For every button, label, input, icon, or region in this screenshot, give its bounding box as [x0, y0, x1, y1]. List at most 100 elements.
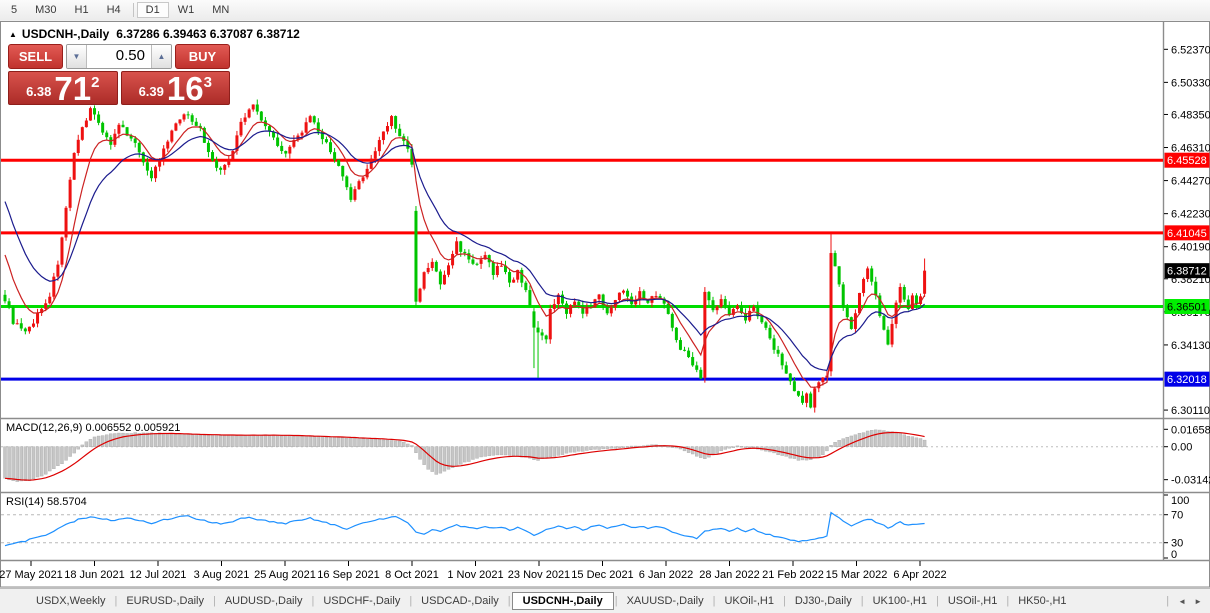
candle-body — [544, 335, 548, 340]
candle-body — [776, 349, 780, 354]
candle-body — [479, 259, 483, 264]
tab-audusd-daily[interactable]: AUDUSD-,Daily — [224, 595, 303, 607]
macd-histogram-bar — [345, 437, 349, 447]
tab-dj30-daily[interactable]: DJ30-,Daily — [794, 595, 852, 607]
macd-histogram-bar — [422, 446, 426, 465]
timeframe-button-h4[interactable]: H4 — [106, 4, 121, 16]
volume-increase-button[interactable]: ▲ — [151, 45, 171, 68]
volume-input[interactable]: 0.50 — [87, 45, 151, 68]
macd-histogram-bar — [735, 445, 740, 448]
macd-histogram-bar — [511, 446, 516, 456]
tab-usdx-weekly[interactable]: USDX,Weekly — [36, 595, 106, 607]
candle-body — [715, 306, 719, 311]
candle-body — [406, 140, 410, 149]
tab-usdcad-daily[interactable]: USDCAD-,Daily — [421, 595, 499, 607]
timeframe-button-h1[interactable]: H1 — [74, 4, 89, 16]
macd-histogram-bar — [341, 437, 345, 447]
macd-histogram-bar — [739, 446, 744, 448]
tab-xauusd-daily[interactable]: XAUUSD-,Daily — [626, 595, 704, 607]
candle-body — [394, 116, 398, 129]
candle-body — [280, 145, 284, 152]
candle-body — [784, 365, 788, 374]
candle-body — [796, 391, 800, 396]
candle-body — [288, 146, 292, 154]
tab-ukoil-h1[interactable]: UKOil-,H1 — [724, 595, 774, 607]
macd-histogram-bar — [76, 446, 80, 450]
candle-body — [882, 316, 886, 330]
macd-histogram-bar — [64, 446, 68, 461]
tab-scroll-right-icon[interactable]: ► — [1194, 596, 1202, 606]
tab-hk50-h1[interactable]: HK50-,H1 — [1018, 595, 1067, 607]
date-label: 25 Aug 2021 — [254, 569, 316, 581]
candle-body — [503, 265, 507, 273]
sell-button[interactable]: SELL — [8, 44, 63, 69]
candle-body — [434, 261, 438, 272]
candle-body — [137, 142, 141, 153]
macd-histogram-bar — [170, 433, 174, 447]
tab-uk100-h1[interactable]: UK100-,H1 — [872, 595, 927, 607]
buy-button[interactable]: BUY — [175, 44, 230, 69]
macd-histogram-bar — [402, 441, 406, 447]
macd-histogram-bar — [585, 446, 589, 451]
candle-body — [166, 141, 170, 149]
candle-body — [182, 114, 186, 120]
collapse-panel-icon[interactable]: ▲ — [9, 30, 17, 39]
macd-histogram-bar — [288, 435, 292, 447]
buy-price-point: 3 — [203, 74, 212, 91]
macd-histogram-bar — [711, 446, 715, 456]
macd-histogram-bar — [601, 446, 605, 450]
sell-price-box[interactable]: 6.38 71 2 — [8, 71, 118, 105]
macd-histogram-bar — [174, 433, 178, 447]
macd-histogram-bar — [182, 434, 186, 447]
candle-body — [849, 317, 853, 329]
macd-histogram-bar — [467, 446, 471, 462]
candle-body — [88, 108, 92, 121]
tab-scroll-controls: | ◄ ► — [1165, 595, 1202, 607]
candle-body — [569, 305, 573, 314]
macd-histogram-bar — [804, 446, 809, 461]
candle-body — [719, 299, 723, 307]
candle-body — [919, 296, 923, 304]
candle-body — [170, 130, 174, 142]
candle-body — [711, 300, 715, 311]
macd-histogram-bar — [414, 446, 418, 453]
price-tick-label: 6.48350 — [1171, 109, 1210, 121]
macd-histogram-bar — [890, 431, 894, 447]
candle-body — [853, 313, 857, 329]
tab-usoil-h1[interactable]: USOil-,H1 — [947, 595, 998, 607]
macd-histogram-bar — [267, 435, 272, 447]
ohlc-values: 6.37286 6.39463 6.37087 6.38712 — [116, 27, 300, 41]
tab-eurusd-daily[interactable]: EURUSD-,Daily — [126, 595, 204, 607]
macd-histogram-bar — [231, 434, 235, 447]
macd-histogram-bar — [357, 438, 361, 447]
candle-body — [695, 365, 699, 370]
tab-separator: | — [614, 595, 618, 607]
timeframe-button-mn[interactable]: MN — [212, 4, 230, 16]
timeframe-button-5[interactable]: 5 — [11, 4, 18, 16]
candle-body — [324, 139, 328, 143]
date-label: 27 May 2021 — [0, 569, 63, 581]
candle-body — [471, 259, 475, 264]
candle-body — [190, 115, 194, 122]
price-line-tag-label: 6.41045 — [1167, 228, 1207, 240]
timeframe-button-w1[interactable]: W1 — [177, 4, 195, 16]
macd-histogram-bar — [564, 446, 569, 454]
tab-usdcnh-daily[interactable]: USDCNH-,Daily — [511, 592, 614, 610]
timeframe-button-d1[interactable]: D1 — [136, 2, 169, 18]
tab-usdchf-daily[interactable]: USDCHF-,Daily — [323, 595, 401, 607]
rsi-tick-label: 70 — [1171, 510, 1183, 522]
candle-body — [60, 237, 64, 265]
buy-price-box[interactable]: 6.39 16 3 — [120, 71, 230, 105]
macd-histogram-bar — [92, 436, 97, 447]
macd-indicator-label: MACD(12,26,9) 0.006552 0.005921 — [6, 422, 180, 434]
macd-histogram-bar — [593, 446, 597, 450]
tab-separator: | — [507, 595, 511, 607]
candle-body — [377, 140, 381, 152]
volume-decrease-button[interactable]: ▼ — [67, 45, 87, 68]
tab-scroll-left-icon[interactable]: ◄ — [1178, 596, 1187, 606]
timeframe-button-m30[interactable]: M30 — [35, 4, 57, 16]
macd-histogram-bar — [349, 437, 353, 447]
macd-histogram-bar — [308, 436, 312, 447]
candle-body — [418, 288, 422, 302]
